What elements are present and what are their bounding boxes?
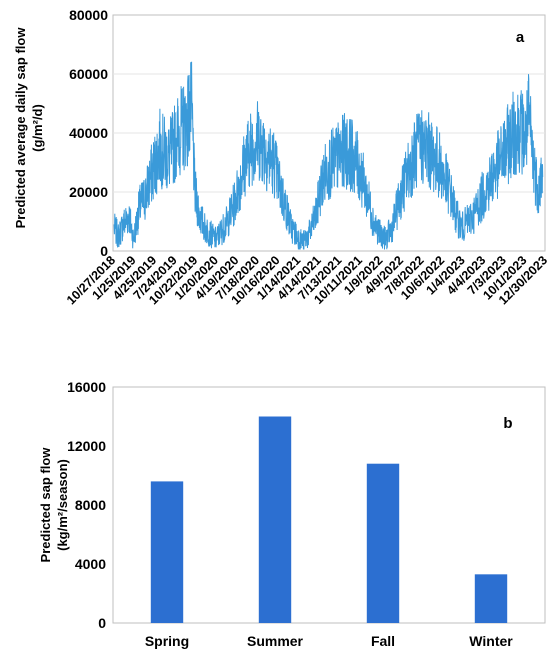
bars-b: [150, 416, 508, 623]
y-tick-label-a: 80000: [69, 7, 108, 23]
panel-label-a: a: [516, 29, 525, 46]
y-tick-labels-b: 0 4000 8000 12000 16000: [67, 379, 106, 631]
y-tick-label-a: 40000: [69, 125, 108, 141]
panel-a: 0 20000 40000 60000 80000 10/27/20181/25/201…: [13, 7, 550, 307]
panel-b: 0 4000 8000 12000 16000 Spring Summer Fall Wint…: [38, 379, 546, 649]
y-tick-label-b: 8000: [75, 497, 106, 513]
bar-summer: [258, 416, 292, 623]
y-axis-label-a-line2: (g/m²/d): [30, 104, 45, 152]
bar-winter: [474, 574, 508, 623]
x-tick-label-b: Fall: [371, 633, 395, 649]
y-tick-label-b: 12000: [67, 438, 106, 454]
panel-label-b: b: [503, 415, 512, 432]
x-tick-label-b: Winter: [469, 633, 513, 649]
y-tick-labels-a: 0 20000 40000 60000 80000: [69, 7, 108, 259]
x-tick-labels-b: Spring Summer Fall Winter: [145, 633, 513, 649]
plot-area-b: [112, 386, 546, 624]
y-tick-label-b: 4000: [75, 556, 106, 572]
x-tick-label-b: Summer: [247, 633, 304, 649]
series-line-sap-flow: [113, 61, 544, 250]
y-tick-label-a: 20000: [69, 184, 108, 200]
x-tick-labels-a: 10/27/20181/25/20194/25/20197/24/201910/…: [64, 253, 550, 307]
y-tick-label-a: 60000: [69, 66, 108, 82]
bar-spring: [150, 481, 184, 623]
y-tick-label-a: 0: [100, 243, 108, 259]
y-tick-label-b: 16000: [67, 379, 106, 395]
y-axis-label-b-line2: (kg/m²/season): [55, 459, 70, 551]
y-axis-label-a-line1: Predicted average daily sap flow: [13, 27, 28, 229]
y-tick-label-b: 0: [98, 615, 106, 631]
x-tick-label-b: Spring: [145, 633, 189, 649]
bar-fall: [366, 463, 400, 623]
y-axis-label-b-line1: Predicted sap flow: [38, 447, 53, 563]
